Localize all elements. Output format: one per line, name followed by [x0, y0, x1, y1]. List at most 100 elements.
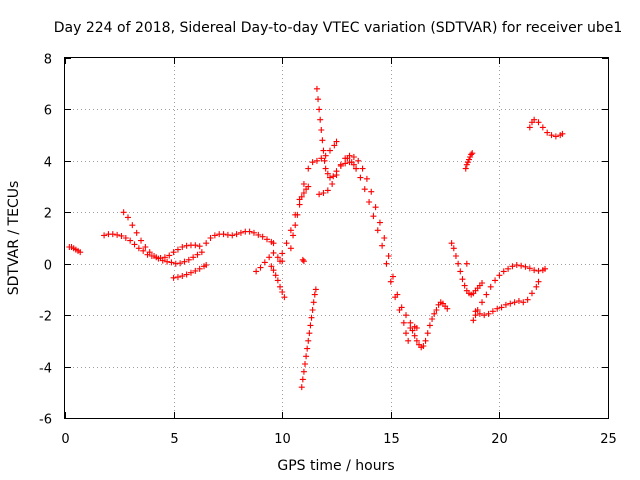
data-point — [531, 267, 538, 274]
series-arc-18 — [462, 150, 476, 172]
data-point — [308, 314, 315, 321]
data-point — [481, 312, 488, 319]
data-point — [250, 229, 257, 236]
data-point — [131, 241, 138, 248]
data-point — [509, 263, 516, 270]
data-point — [159, 257, 166, 264]
data-point — [233, 231, 240, 238]
data-point — [274, 277, 281, 284]
data-point — [409, 327, 416, 334]
x-axis-label: GPS time / hours — [277, 458, 394, 474]
y-tick-label: 4 — [44, 156, 52, 171]
data-point — [101, 232, 108, 239]
data-point — [502, 301, 509, 308]
data-point — [77, 249, 84, 256]
x-tick-label: 20 — [491, 432, 508, 447]
data-point — [170, 249, 177, 256]
data-point — [539, 124, 546, 131]
data-point — [261, 259, 268, 266]
data-point — [472, 308, 479, 315]
data-point — [183, 271, 190, 278]
data-point — [114, 231, 121, 238]
data-point — [469, 150, 476, 157]
data-point — [319, 137, 326, 144]
data-point — [321, 157, 328, 164]
data-point — [400, 319, 407, 326]
data-point — [292, 222, 299, 229]
series-arc-8 — [277, 138, 340, 265]
series-arc-15 — [407, 299, 451, 351]
data-point — [326, 174, 333, 181]
data-point — [307, 322, 314, 329]
data-point — [422, 337, 429, 344]
data-point — [299, 376, 306, 383]
data-point — [411, 332, 418, 339]
data-point — [344, 155, 351, 162]
chart-title: Day 224 of 2018, Sidereal Day-to-day VTE… — [54, 20, 623, 36]
data-point — [544, 129, 551, 136]
data-point — [270, 240, 277, 247]
data-point — [542, 265, 549, 272]
data-point — [329, 181, 336, 187]
data-point — [196, 243, 203, 250]
data-point — [279, 289, 286, 295]
data-point — [305, 337, 312, 344]
data-point — [535, 267, 542, 274]
data-point — [429, 316, 436, 322]
data-point — [333, 138, 340, 145]
series-arc-10 — [298, 286, 319, 391]
data-point — [413, 325, 420, 331]
data-point — [483, 291, 490, 298]
data-point — [535, 278, 542, 285]
x-axis-tick-labels: 0 5 10 15 20 25 — [61, 432, 616, 447]
x-tick-label: 25 — [600, 432, 617, 447]
data-point — [192, 267, 199, 274]
data-point — [496, 272, 503, 279]
series-arc-5 — [203, 228, 277, 247]
data-point — [405, 337, 412, 344]
data-point — [266, 254, 273, 261]
data-point — [426, 322, 433, 329]
series-arc-11 — [299, 256, 307, 265]
data-point — [462, 165, 469, 172]
y-tick-label: -2 — [39, 310, 52, 325]
data-point — [366, 199, 373, 205]
data-point — [324, 170, 331, 177]
data-point — [498, 304, 505, 311]
data-point — [312, 286, 319, 293]
data-point — [487, 283, 494, 290]
data-point — [337, 161, 344, 168]
data-point — [465, 156, 472, 163]
data-point — [476, 310, 483, 317]
data-point — [296, 201, 303, 208]
x-tick-label: 10 — [274, 432, 291, 447]
data-point — [368, 188, 375, 195]
data-point — [129, 222, 136, 229]
data-point — [531, 116, 538, 123]
data-point — [500, 268, 507, 275]
data-point — [151, 253, 158, 259]
data-point — [127, 237, 134, 244]
data-point — [533, 283, 540, 290]
data-point — [342, 160, 349, 167]
data-point — [279, 250, 286, 257]
data-point — [290, 232, 297, 239]
data-point — [277, 283, 284, 290]
y-tick-label: 2 — [44, 207, 52, 222]
data-point — [322, 165, 329, 172]
data-point — [407, 319, 414, 326]
data-point — [270, 249, 277, 256]
data-point — [179, 244, 186, 250]
data-point — [372, 204, 379, 211]
data-point — [309, 307, 316, 313]
data-point — [383, 260, 390, 267]
data-point — [120, 209, 127, 216]
data-point — [109, 231, 116, 238]
grid — [65, 58, 608, 418]
data-point — [520, 299, 527, 306]
data-point — [350, 154, 357, 160]
data-point — [535, 119, 542, 126]
data-point — [306, 330, 313, 337]
data-point — [155, 255, 162, 262]
series-arc-21 — [526, 116, 566, 140]
